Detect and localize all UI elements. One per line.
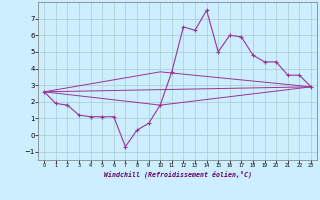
X-axis label: Windchill (Refroidissement éolien,°C): Windchill (Refroidissement éolien,°C) [104, 171, 252, 178]
